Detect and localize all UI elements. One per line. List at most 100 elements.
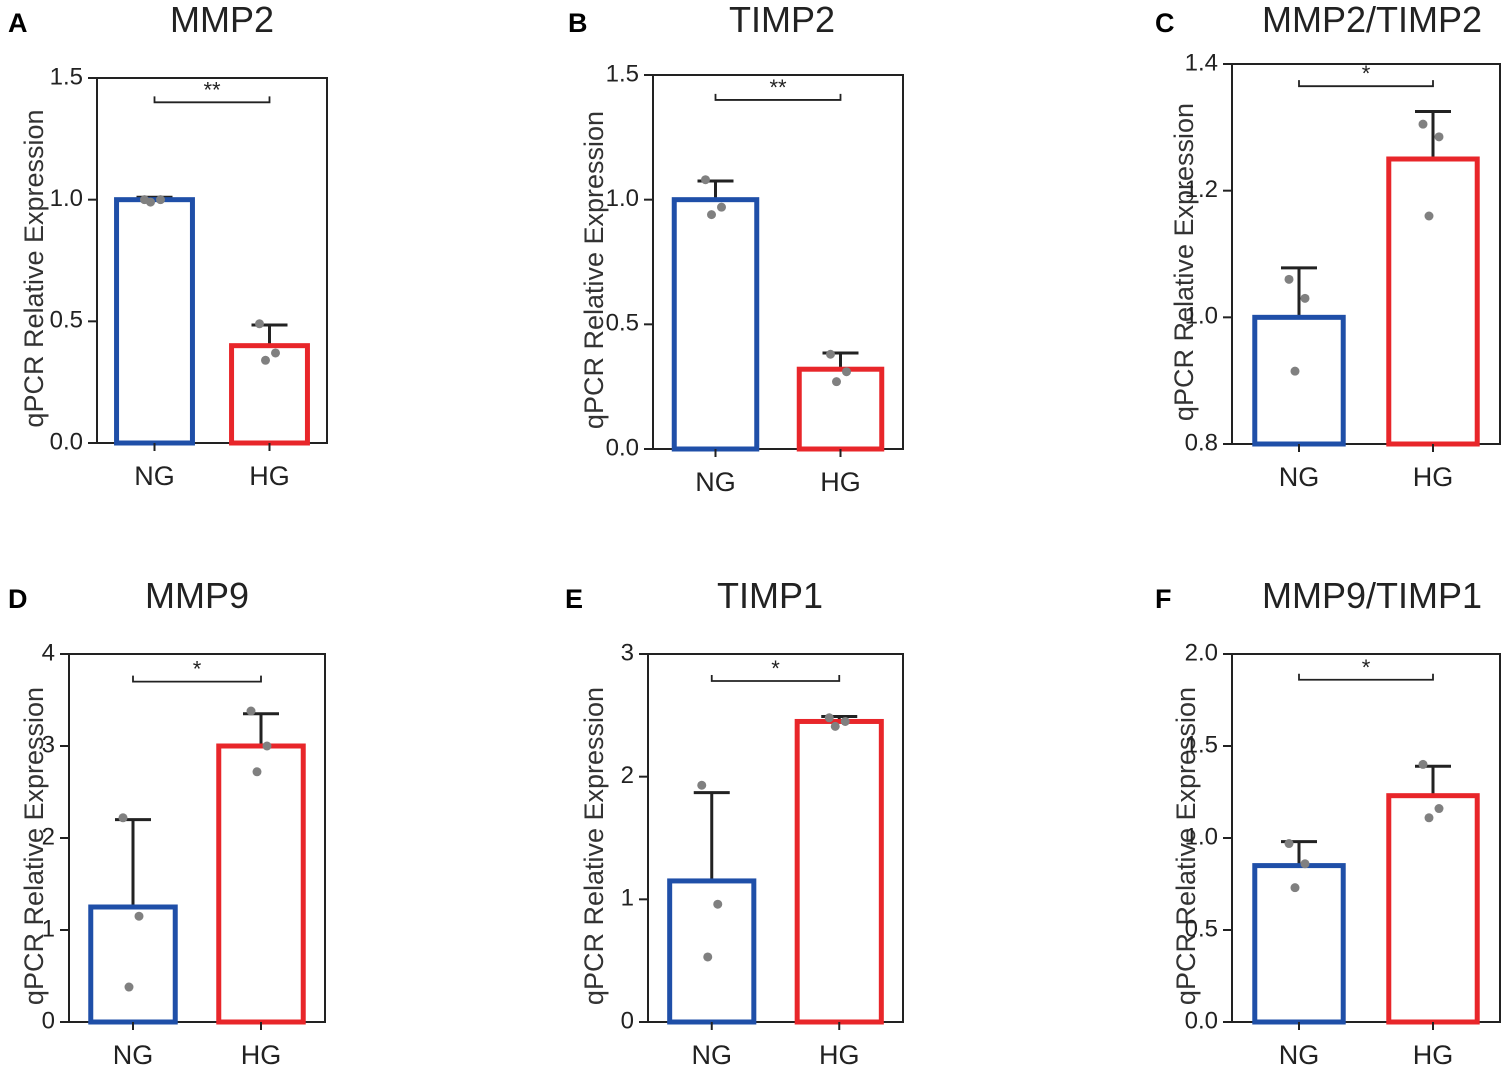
- data-point: [1424, 813, 1434, 823]
- data-point: [826, 349, 835, 359]
- significance-label: **: [769, 75, 787, 100]
- y-tick-label: 0.5: [606, 310, 639, 337]
- bar-hg: [216, 743, 306, 1025]
- data-point: [707, 210, 716, 220]
- y-tick-label: 1.0: [1185, 823, 1218, 850]
- significance-bracket: [153, 96, 271, 104]
- significance-label: *: [1362, 655, 1371, 680]
- data-point: [703, 952, 713, 962]
- significance-bracket: [1298, 673, 1434, 681]
- data-point: [271, 348, 280, 358]
- y-tick-label: 1.0: [1185, 303, 1218, 330]
- chart-title: MMP9: [145, 575, 249, 616]
- data-point: [1284, 274, 1294, 284]
- significance-label: *: [771, 656, 780, 681]
- panel-e: E TIMP1 qPCR Relative Expression 0 1 2 3 NG HG *: [565, 575, 904, 1067]
- x-tick-label: NG: [113, 1040, 154, 1067]
- y-tick-label: 3: [621, 639, 634, 666]
- y-tick-label: 0.5: [50, 307, 83, 334]
- plot-frame: [1231, 63, 1501, 445]
- data-point: [124, 982, 134, 992]
- data-point: [1300, 293, 1310, 303]
- y-tick-label: 1.0: [606, 185, 639, 212]
- plot-frame: [96, 77, 328, 444]
- significance-bracket: [132, 675, 262, 683]
- bar-hg: [794, 718, 884, 1025]
- y-tick-label: 0.0: [1185, 1007, 1218, 1034]
- significance-bracket: [714, 93, 842, 101]
- significance-label: **: [203, 77, 221, 102]
- y-axis-label: qPCR Relative Expression: [579, 111, 609, 429]
- data-point: [824, 713, 834, 723]
- data-point: [246, 706, 256, 716]
- panel-b: B TIMP2 qPCR Relative Expression 0.0 0.5 1.0 1…: [568, 0, 904, 497]
- x-tick-label: NG: [692, 1040, 733, 1067]
- data-point: [832, 377, 841, 387]
- panel-letter: A: [8, 8, 28, 38]
- data-point: [840, 716, 850, 726]
- bar-ng: [667, 878, 757, 1025]
- bar-ng: [1252, 314, 1346, 447]
- data-point: [261, 355, 270, 365]
- y-tick-label: 1: [42, 915, 55, 942]
- y-axis-label: qPCR Relative Expression: [1171, 687, 1201, 1005]
- y-tick-label: 0.0: [606, 434, 639, 461]
- y-tick-label: 2: [621, 762, 634, 789]
- y-tick-label: 1.0: [50, 185, 83, 212]
- data-point: [697, 780, 707, 790]
- y-axis-label: qPCR Relative Expression: [19, 109, 49, 427]
- significance-bracket: [1298, 80, 1434, 88]
- plot-frame: [652, 74, 904, 450]
- bar-hg: [1386, 793, 1480, 1025]
- y-tick-label: 1.4: [1185, 49, 1218, 76]
- y-axis-label: qPCR Relative Expression: [1169, 103, 1199, 421]
- data-point: [156, 195, 165, 205]
- x-tick-label: NG: [695, 467, 736, 497]
- x-tick-label: HG: [241, 1040, 282, 1067]
- data-point: [252, 767, 262, 777]
- data-point: [118, 813, 128, 823]
- y-tick-label: 0: [621, 1007, 634, 1034]
- data-point: [134, 911, 144, 921]
- data-point: [830, 721, 840, 731]
- significance-label: *: [193, 657, 202, 682]
- y-tick-label: 2: [42, 823, 55, 850]
- panel-letter: C: [1155, 8, 1175, 38]
- y-tick-label: 1: [621, 885, 634, 912]
- y-tick-label: 4: [42, 639, 55, 666]
- y-tick-label: 0.5: [1185, 915, 1218, 942]
- x-tick-label: HG: [819, 1040, 860, 1067]
- x-tick-label: HG: [1413, 462, 1454, 492]
- y-tick-label: 3: [42, 731, 55, 758]
- x-tick-label: NG: [134, 461, 175, 491]
- panel-letter: E: [565, 584, 583, 614]
- y-tick-label: 1.5: [1185, 731, 1218, 758]
- y-axis-label: qPCR Relative Expression: [579, 687, 609, 1005]
- panel-letter: F: [1155, 584, 1172, 614]
- y-tick-label: 2.0: [1185, 639, 1218, 666]
- y-tick-label: 0.0: [50, 428, 83, 455]
- data-point: [1284, 839, 1294, 849]
- data-point: [1418, 119, 1428, 129]
- panel-letter: D: [8, 584, 28, 614]
- data-point: [146, 197, 155, 207]
- significance-label: *: [1362, 61, 1371, 86]
- data-point: [1424, 211, 1434, 221]
- data-point: [1290, 883, 1300, 893]
- data-point: [1300, 859, 1310, 869]
- bar-hg: [796, 366, 885, 452]
- data-point: [1434, 804, 1444, 814]
- x-tick-label: NG: [1279, 1040, 1320, 1067]
- y-tick-label: 1.2: [1185, 176, 1218, 203]
- significance-bracket: [710, 674, 841, 682]
- panel-c: C MMP2/TIMP2 qPCR Relative Expression 0.8 1.…: [1155, 0, 1501, 492]
- data-point: [701, 175, 710, 185]
- chart-title: TIMP1: [717, 575, 823, 616]
- data-point: [1290, 366, 1300, 376]
- chart-title: TIMP2: [729, 0, 835, 40]
- data-point: [262, 741, 272, 751]
- x-tick-label: HG: [1413, 1040, 1454, 1067]
- bar-ng: [88, 904, 178, 1025]
